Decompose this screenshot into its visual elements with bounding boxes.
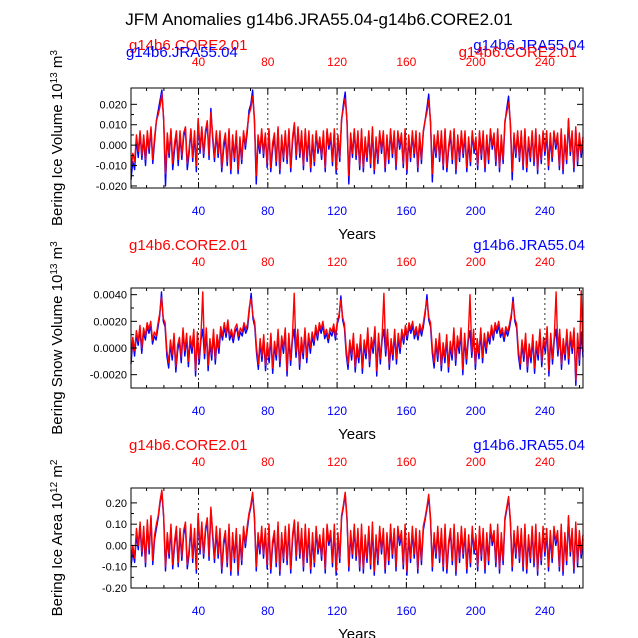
xtick-label-top: 240 bbox=[535, 55, 555, 69]
x-axis-title: Years bbox=[338, 626, 376, 638]
xtick-label-bottom: 120 bbox=[327, 204, 347, 218]
panels-container: -0.020 -0.010 0.000 0.010 0.020 40 40 80 80 120 12… bbox=[49, 37, 586, 638]
xtick-label-top: 160 bbox=[396, 455, 416, 469]
xtick-label-top: 40 bbox=[192, 255, 206, 269]
ytick-label: 0.0040 bbox=[93, 290, 127, 302]
xtick-label-top: 200 bbox=[466, 455, 486, 469]
xtick-label-top: 120 bbox=[327, 55, 347, 69]
ytick-label: 0.0000 bbox=[93, 343, 127, 355]
xtick-label-bottom: 120 bbox=[327, 404, 347, 418]
xtick-label-top: 120 bbox=[327, 455, 347, 469]
top-right-run-label: g14b6.JRA55.04 bbox=[473, 437, 585, 454]
top-right-run-label: g14b6.JRA55.04 bbox=[473, 237, 585, 254]
ytick-label: 0.000 bbox=[99, 140, 127, 152]
chart-panel-3: -0.20 -0.10 0.00 0.10 0.20 40 40 80 80 120 120 160 1… bbox=[49, 437, 586, 638]
xtick-label-bottom: 240 bbox=[535, 204, 555, 218]
top-right-run-label-overlay: g14b6.CORE2.01 bbox=[459, 44, 577, 61]
y-axis-title: Bering Snow Volume 1013 m3 bbox=[49, 241, 67, 435]
series-line-core2 bbox=[130, 289, 584, 381]
top-left-run-label-overlay: g14b6.JRA55.04 bbox=[126, 44, 238, 61]
xtick-label-top: 120 bbox=[327, 255, 347, 269]
x-axis-title: Years bbox=[338, 426, 376, 443]
chart-panel-2: -0.0020 0.0000 0.0020 0.0040 40 40 80 80 120 120 1… bbox=[49, 237, 586, 443]
xtick-label-bottom: 120 bbox=[327, 604, 347, 618]
xtick-label-bottom: 200 bbox=[466, 604, 486, 618]
xtick-label-bottom: 200 bbox=[466, 404, 486, 418]
figure-title: JFM Anomalies g14b6.JRA55.04-g14b6.CORE2… bbox=[125, 10, 512, 29]
ytick-label: 0.010 bbox=[99, 120, 127, 132]
ytick-label: -0.20 bbox=[102, 583, 127, 595]
xtick-label-top: 160 bbox=[396, 55, 416, 69]
xtick-label-top: 80 bbox=[261, 455, 275, 469]
xtick-label-bottom: 40 bbox=[192, 404, 206, 418]
xtick-label-top: 200 bbox=[466, 255, 486, 269]
xtick-label-bottom: 160 bbox=[396, 404, 416, 418]
xtick-label-top: 200 bbox=[466, 55, 486, 69]
plot-frame bbox=[130, 287, 584, 389]
top-left-run-label: g14b6.CORE2.01 bbox=[129, 37, 247, 54]
ytick-label: 0.0020 bbox=[93, 316, 127, 328]
ytick-label: 0.20 bbox=[106, 498, 127, 510]
x-axis-title: Years bbox=[338, 226, 376, 243]
y-axis-title: Bering Ice Volume 1013 m3 bbox=[49, 50, 67, 226]
ytick-label: -0.010 bbox=[96, 161, 127, 173]
xtick-label-top: 160 bbox=[396, 255, 416, 269]
ytick-label: -0.10 bbox=[102, 562, 127, 574]
top-right-run-label: g14b6.JRA55.04 bbox=[473, 37, 585, 54]
series-line-core2 bbox=[130, 93, 584, 177]
chart-panel-1: -0.020 -0.010 0.000 0.010 0.020 40 40 80 80 120 12… bbox=[49, 37, 586, 243]
ytick-label: -0.0020 bbox=[90, 370, 127, 382]
xtick-label-bottom: 40 bbox=[192, 204, 206, 218]
xtick-label-top: 80 bbox=[261, 55, 275, 69]
xtick-label-bottom: 240 bbox=[535, 404, 555, 418]
xtick-label-bottom: 40 bbox=[192, 604, 206, 618]
xtick-label-top: 40 bbox=[192, 55, 206, 69]
xtick-label-bottom: 200 bbox=[466, 204, 486, 218]
xtick-label-bottom: 80 bbox=[261, 204, 275, 218]
xtick-label-top: 240 bbox=[535, 455, 555, 469]
ytick-label: -0.020 bbox=[96, 181, 127, 193]
xtick-label-bottom: 80 bbox=[261, 404, 275, 418]
xtick-label-bottom: 240 bbox=[535, 604, 555, 618]
plot-frame bbox=[130, 87, 584, 189]
xtick-label-bottom: 80 bbox=[261, 604, 275, 618]
xtick-label-top: 80 bbox=[261, 255, 275, 269]
xtick-label-top: 240 bbox=[535, 255, 555, 269]
y-axis-title: Bering Ice Area 1012 m2 bbox=[49, 459, 67, 616]
ytick-label: 0.020 bbox=[99, 99, 127, 111]
top-left-run-label: g14b6.CORE2.01 bbox=[129, 437, 247, 454]
xtick-label-top: 40 bbox=[192, 455, 206, 469]
top-left-run-label: g14b6.CORE2.01 bbox=[129, 237, 247, 254]
xtick-label-bottom: 160 bbox=[396, 204, 416, 218]
xtick-label-bottom: 160 bbox=[396, 604, 416, 618]
series-line-core2 bbox=[130, 489, 584, 572]
plot-frame bbox=[130, 487, 584, 589]
ytick-label: 0.00 bbox=[106, 540, 127, 552]
ytick-label: 0.10 bbox=[106, 519, 127, 531]
